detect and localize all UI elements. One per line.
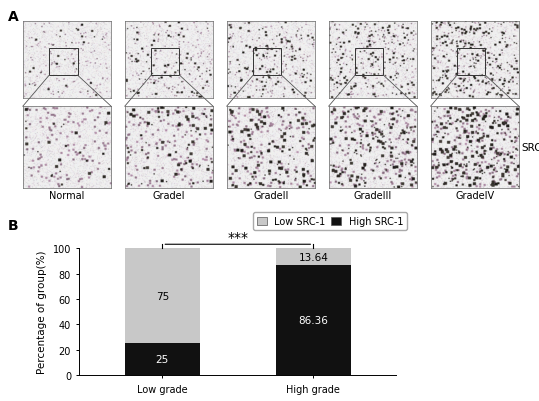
Text: GradeIII: GradeIII [354,191,392,201]
Bar [253,49,281,76]
Bar [355,49,383,76]
Text: A: A [8,10,19,24]
Text: SRC-1: SRC-1 [522,143,539,153]
Bar [125,249,200,344]
Text: B: B [8,219,19,233]
Bar [275,266,351,375]
Text: GradeII: GradeII [253,191,288,201]
Text: 25: 25 [156,354,169,365]
Bar [125,344,200,375]
Text: 86.36: 86.36 [298,316,328,326]
Bar [275,249,351,266]
Text: ***: *** [227,230,248,244]
Text: 13.64: 13.64 [298,252,328,262]
Text: GradeI: GradeI [153,191,185,201]
Bar [49,49,78,76]
Legend: Low SRC-1, High SRC-1: Low SRC-1, High SRC-1 [253,213,407,231]
Bar [151,49,179,76]
Text: GradeIV: GradeIV [455,191,494,201]
Text: Normal: Normal [49,191,85,201]
Bar [457,49,485,76]
Y-axis label: Percentage of group(%): Percentage of group(%) [37,250,47,373]
Text: 75: 75 [156,291,169,301]
